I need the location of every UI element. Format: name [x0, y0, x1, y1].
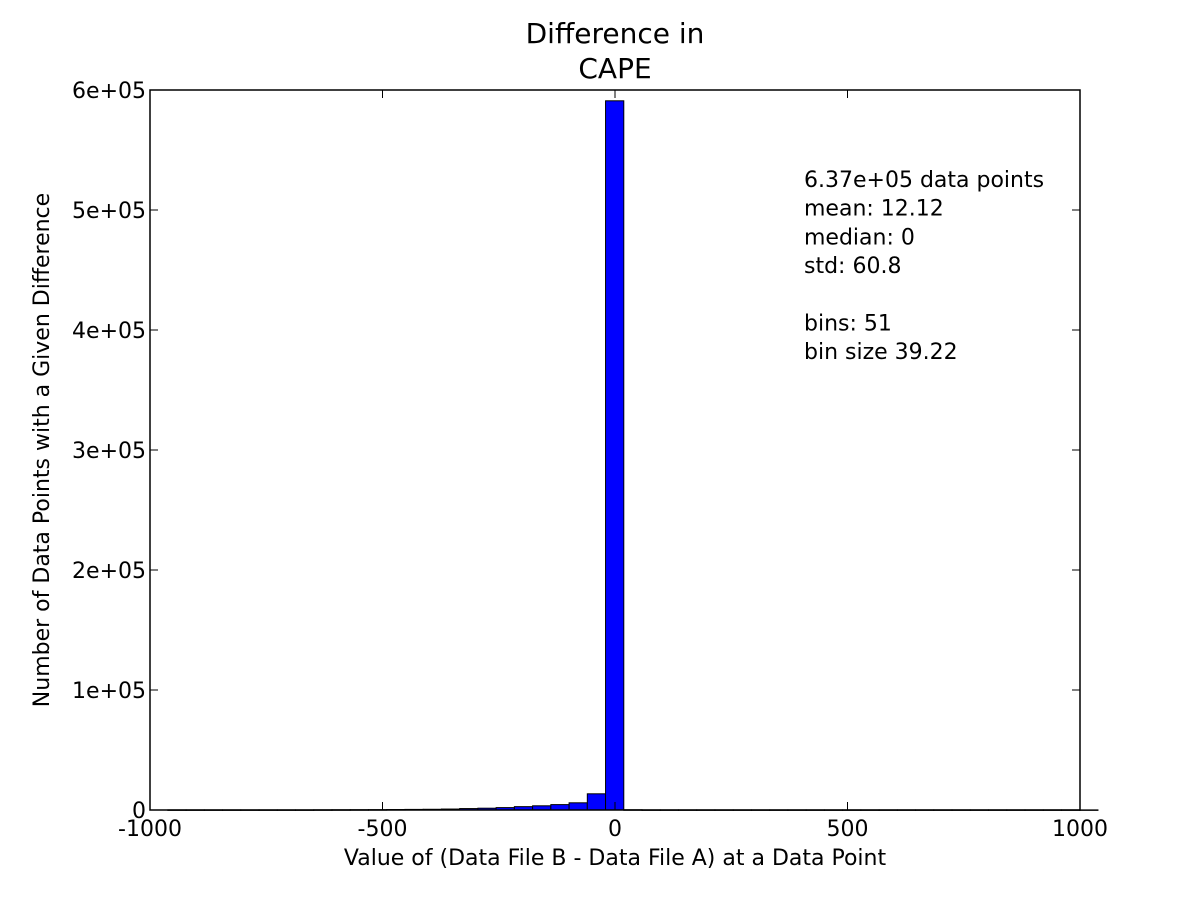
- statistics-line: bins: 51: [804, 312, 892, 337]
- histogram-bar: [568, 802, 588, 811]
- histogram-bar: [586, 793, 607, 811]
- statistics-annotation: 6.37e+05 data points mean: 12.12 median: 0…: [804, 168, 1044, 365]
- y-tick-label: 6e+05: [72, 79, 146, 104]
- x-axis-label: Value of (Data File B - Data File A) at …: [344, 846, 887, 871]
- x-tick-label: 1000: [1052, 817, 1108, 842]
- title-line-1: Difference in: [526, 17, 705, 50]
- histogram-bar: [550, 804, 570, 811]
- chart-title: Difference in CAPE: [526, 17, 705, 85]
- x-tick-label: 0: [608, 817, 622, 842]
- statistics-line: 6.37e+05 data points: [804, 168, 1044, 193]
- statistics-line: median: 0: [804, 225, 915, 250]
- histogram-bars: [167, 100, 1099, 811]
- y-tick-label: 5e+05: [72, 199, 146, 224]
- histogram-bar: [605, 100, 625, 811]
- y-tick-label: 0: [132, 799, 146, 824]
- y-tick-label: 2e+05: [72, 559, 146, 584]
- statistics-line: std: 60.8: [804, 254, 901, 279]
- y-axis-ticks: 0 1e+05 2e+05 3e+05 4e+05 5e+05 6e+05: [72, 79, 1080, 824]
- x-axis-ticks: -1000 -500 0 500 1000: [118, 90, 1108, 842]
- x-tick-label: -500: [358, 817, 408, 842]
- statistics-line: bin size 39.22: [804, 340, 958, 365]
- x-tick-label: -1000: [118, 817, 182, 842]
- y-axis-label: Number of Data Points with a Given Diffe…: [30, 193, 55, 707]
- y-tick-label: 4e+05: [72, 319, 146, 344]
- y-tick-label: 3e+05: [72, 439, 146, 464]
- x-tick-label: 500: [827, 817, 869, 842]
- histogram-bar: [1079, 809, 1099, 811]
- title-line-2: CAPE: [578, 52, 651, 85]
- statistics-line: mean: 12.12: [804, 197, 944, 222]
- y-tick-label: 1e+05: [72, 679, 146, 704]
